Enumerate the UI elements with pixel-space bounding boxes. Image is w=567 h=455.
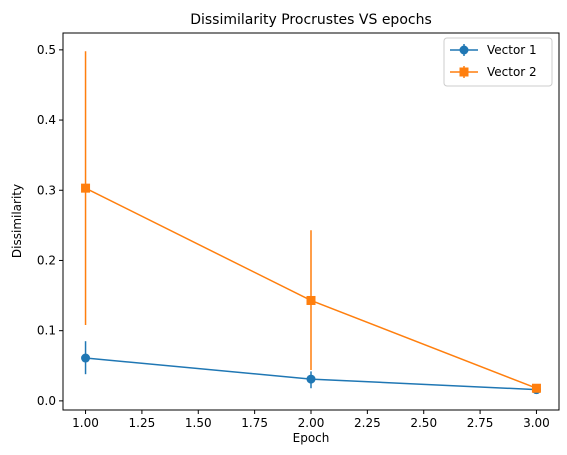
series-2-point	[81, 183, 91, 193]
x-tick-label: 1.50	[185, 416, 212, 430]
x-tick-label: 1.75	[241, 416, 268, 430]
legend-series-1-label: Vector 1	[487, 43, 537, 57]
y-axis-ticks: 0.0 0.1 0.2 0.3 0.4 0.5	[37, 43, 63, 408]
x-tick-label: 2.00	[298, 416, 325, 430]
x-tick-label: 2.75	[467, 416, 494, 430]
y-tick-label: 0.4	[37, 113, 56, 127]
legend-series-2-label: Vector 2	[487, 65, 537, 79]
x-tick-label: 3.00	[523, 416, 550, 430]
series-2-point	[306, 295, 316, 305]
legend: Vector 1 Vector 2	[443, 37, 553, 87]
y-tick-label: 0.5	[37, 43, 56, 57]
y-tick-label: 0.1	[37, 324, 56, 338]
y-tick-label: 0.2	[37, 253, 56, 267]
chart-title: Dissimilarity Procrustes VS epochs	[190, 12, 432, 28]
series-1-point	[81, 353, 91, 363]
series-2-point	[531, 383, 541, 393]
series-layer	[81, 51, 541, 395]
y-tick-label: 0.3	[37, 183, 56, 197]
x-axis-ticks: 1.00 1.25 1.50 1.75 2.00 2.25 2.50 2.75 3.00	[72, 410, 550, 430]
y-tick-label: 0.0	[37, 394, 56, 408]
x-tick-label: 2.25	[354, 416, 381, 430]
legend-series-1-marker	[459, 45, 469, 55]
y-axis-label: Dissimilarity	[10, 184, 24, 258]
x-tick-label: 1.00	[72, 416, 99, 430]
series-1-point	[306, 374, 316, 384]
x-tick-label: 1.25	[129, 416, 156, 430]
legend-series-2-marker	[459, 67, 469, 77]
x-axis-label: Epoch	[293, 431, 330, 445]
x-tick-label: 2.50	[410, 416, 437, 430]
